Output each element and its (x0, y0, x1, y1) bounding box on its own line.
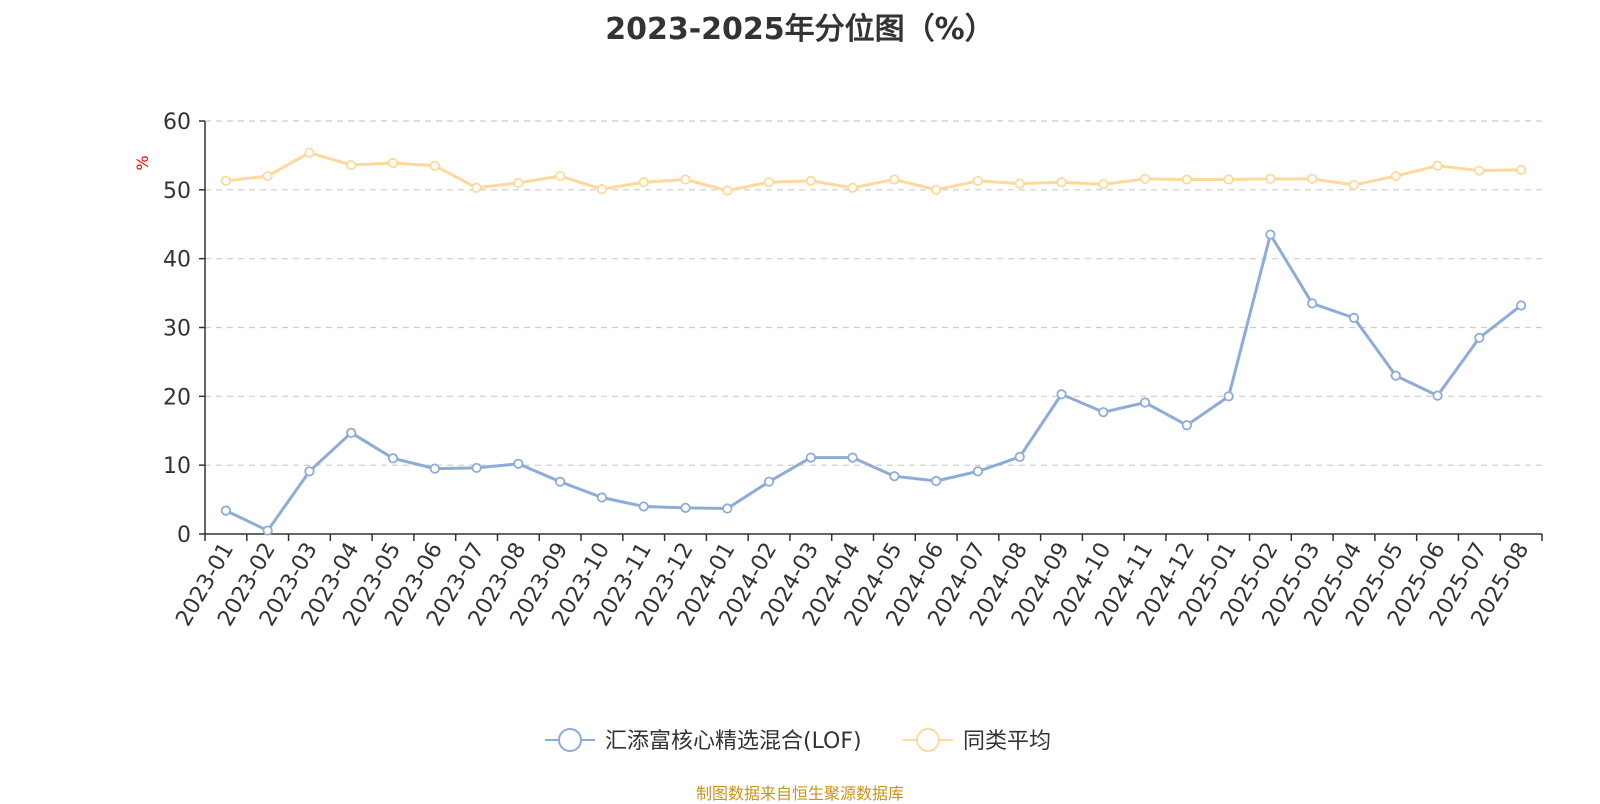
data-point (304, 147, 315, 158)
data-point (471, 462, 482, 474)
y-tick-label: 50 (163, 179, 191, 204)
data-point (596, 184, 608, 195)
data-point (763, 476, 775, 487)
legend[interactable]: 汇添富核心精选混合(LOF) 同类平均 (545, 728, 1051, 754)
data-point (889, 174, 900, 185)
axes: 0102030405060%2023-012023-022023-032023-… (133, 110, 1543, 631)
legend-label: 同类平均 (963, 729, 1051, 754)
data-point (1139, 173, 1151, 184)
data-point (1223, 391, 1234, 402)
y-tick-label: 40 (163, 248, 191, 273)
series-line-1 (225, 233, 1523, 533)
data-point (555, 476, 566, 487)
data-point (429, 463, 440, 474)
data-point (1348, 312, 1360, 323)
data-point (1474, 332, 1485, 343)
data-point (638, 501, 649, 512)
data-point (262, 525, 273, 536)
data-point (638, 177, 649, 188)
y-tick-label: 30 (163, 317, 191, 342)
legend-circle-marker (558, 728, 582, 752)
y-tick-label: 60 (163, 110, 191, 135)
data-point (1474, 165, 1485, 176)
data-point (1348, 179, 1360, 191)
data-point (972, 466, 984, 477)
series-lines (220, 147, 1527, 536)
data-point (471, 182, 482, 193)
legend-item-2[interactable]: 同类平均 (903, 728, 1051, 754)
data-point (847, 182, 858, 193)
y-tick-label: 0 (177, 523, 191, 548)
data-point (680, 502, 691, 513)
data-point (555, 170, 566, 182)
data-point (1139, 397, 1151, 408)
y-tick-label: 20 (163, 385, 191, 410)
chart: 0102030405060%2023-012023-022023-032023-… (133, 110, 1543, 754)
data-point (1516, 300, 1527, 311)
data-point (763, 177, 775, 188)
data-point (805, 452, 816, 463)
data-point (1181, 420, 1192, 431)
data-point (1014, 178, 1025, 189)
data-point (387, 453, 399, 464)
grid-lines (205, 120, 1542, 466)
data-point (1098, 179, 1109, 190)
data-point (1181, 174, 1192, 185)
data-point (1390, 170, 1401, 182)
data-point (220, 505, 231, 516)
data-point (387, 157, 399, 169)
legend-circle-marker (916, 728, 940, 752)
data-point (304, 466, 315, 477)
data-point (1056, 389, 1067, 400)
data-point (722, 185, 733, 196)
data-point (1432, 160, 1443, 171)
y-tick-label: 10 (163, 454, 191, 479)
data-point (1098, 407, 1109, 418)
chart-title: 2023-2025年分位图（%） (605, 12, 995, 47)
data-point (1516, 164, 1527, 175)
data-point (262, 170, 273, 182)
data-point (972, 175, 984, 186)
data-point (847, 452, 858, 463)
data-point (931, 475, 942, 487)
data-point (889, 471, 900, 482)
series-line-2 (225, 151, 1522, 193)
data-point (1223, 174, 1234, 185)
data-point (1432, 390, 1443, 401)
data-point (1390, 370, 1401, 381)
data-point (346, 427, 357, 438)
legend-item-1[interactable]: 汇添富核心精选混合(LOF) (545, 728, 862, 754)
data-point (722, 503, 733, 514)
data-point (513, 458, 524, 469)
data-point (513, 177, 524, 189)
data-point (596, 492, 608, 503)
data-point (220, 175, 231, 186)
data-point (1307, 298, 1318, 309)
data-point (680, 174, 691, 185)
data-point (1014, 451, 1025, 463)
data-point (1056, 177, 1067, 188)
data-source-note: 制图数据来自恒生聚源数据库 (695, 784, 904, 803)
y-axis-label: % (133, 155, 152, 170)
data-point (1265, 229, 1276, 240)
data-point (346, 159, 357, 171)
data-point (805, 175, 816, 186)
legend-label: 汇添富核心精选混合(LOF) (605, 729, 862, 754)
data-point (1307, 173, 1318, 184)
data-point (931, 184, 942, 195)
data-point (429, 160, 440, 171)
data-point (1265, 173, 1276, 184)
